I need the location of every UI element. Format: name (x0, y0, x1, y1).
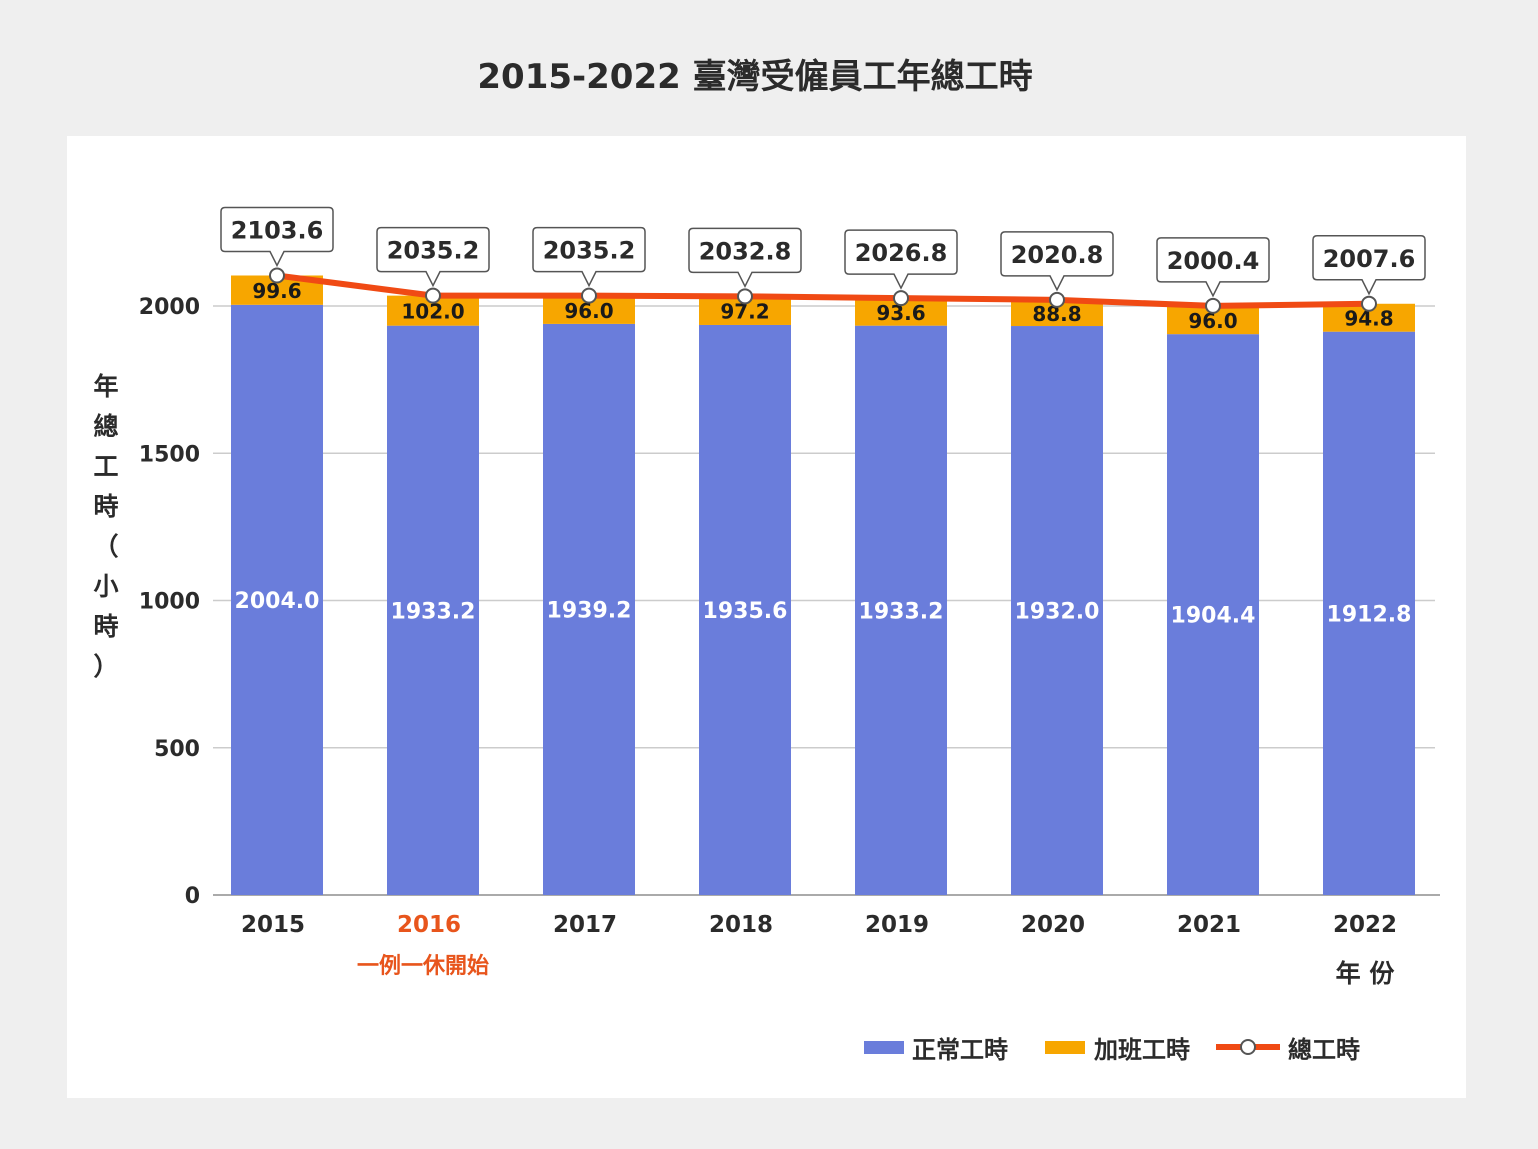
bar-regular-hours (1167, 334, 1259, 896)
total-hours-point (1205, 297, 1221, 314)
total-hours-point (893, 290, 909, 307)
total-hours-label: 2007.6 (1323, 245, 1416, 273)
annotation-label: 一例一休開始 (357, 953, 489, 979)
regular-hours-label: 1932.0 (1015, 600, 1100, 625)
total-hours-label: 2035.2 (543, 237, 636, 265)
regular-hours-label: 1939.2 (547, 598, 632, 623)
legend-swatch-regular (864, 1041, 904, 1054)
total-callout-box (1000, 231, 1114, 292)
total-hours-point (737, 288, 753, 305)
total-hours-point (425, 287, 441, 304)
x-tick-label: 2021 (1177, 912, 1241, 938)
x-tick-label: 2018 (709, 912, 773, 938)
y-axis-label-char: 小 (93, 572, 118, 601)
x-tick-label: 2016 (397, 912, 461, 938)
total-hours-label: 2026.8 (855, 239, 948, 267)
chart-title: 2015-2022 臺灣受僱員工年總工時 (477, 57, 1032, 97)
bar-regular-hours (231, 304, 323, 895)
x-tick-label: 2019 (865, 912, 929, 938)
regular-hours-label: 1904.4 (1171, 604, 1256, 629)
overtime-hours-label: 102.0 (401, 300, 464, 324)
regular-hours-label: 1933.2 (859, 599, 944, 624)
x-axis-label: 年 份 (1336, 959, 1395, 988)
regular-hours-label: 1912.8 (1327, 602, 1412, 627)
bar-regular-hours (699, 324, 791, 895)
legend-label-regular: 正常工時 (912, 1036, 1008, 1064)
total-callout-box (1156, 237, 1270, 298)
legend-label-total: 總工時 (1288, 1036, 1360, 1064)
total-hours-point (1049, 291, 1065, 308)
y-axis-label-char: 年 (93, 372, 118, 401)
y-axis-label-char: （ (93, 532, 118, 561)
bar-regular-hours (1323, 331, 1415, 895)
y-axis-label-char: 時 (93, 612, 118, 641)
y-tick-label: 1000 (139, 590, 200, 615)
total-callout-box (220, 206, 334, 268)
y-axis-label-char: 總 (93, 412, 118, 441)
y-axis-label-char: ） (93, 652, 118, 681)
regular-hours-label: 2004.0 (235, 589, 320, 614)
x-tick-label: 2017 (553, 912, 617, 938)
total-hours-point (1361, 295, 1377, 312)
y-axis-label-char: 時 (93, 492, 118, 521)
total-hours-label: 2032.8 (699, 237, 792, 265)
y-tick-label: 500 (154, 737, 200, 762)
bar-regular-hours (855, 325, 947, 895)
y-tick-label: 2000 (139, 295, 200, 320)
total-hours-point (269, 267, 285, 284)
y-tick-label: 0 (185, 884, 200, 909)
total-callout-box (688, 227, 802, 289)
total-callout-box (532, 226, 646, 288)
total-hours-label: 2000.4 (1167, 247, 1260, 275)
bar-regular-hours (1011, 326, 1103, 895)
x-tick-label: 2015 (241, 912, 305, 938)
y-axis-label-char: 工 (93, 452, 118, 481)
legend-label-overtime: 加班工時 (1094, 1036, 1190, 1064)
regular-hours-label: 1935.6 (703, 599, 788, 624)
bar-regular-hours (387, 325, 479, 895)
total-hours-label: 2103.6 (231, 216, 324, 244)
total-hours-label: 2035.2 (387, 237, 480, 265)
regular-hours-label: 1933.2 (391, 599, 476, 624)
total-callout-box (1312, 235, 1426, 296)
total-hours-point (581, 287, 597, 304)
total-hours-label: 2020.8 (1011, 241, 1104, 269)
x-tick-label: 2022 (1333, 912, 1397, 938)
y-tick-label: 1500 (139, 442, 200, 467)
x-tick-label: 2020 (1021, 912, 1085, 938)
total-hours-line (276, 272, 1370, 309)
bar-regular-hours (543, 323, 635, 895)
total-callout-box (844, 229, 958, 290)
total-callout-box (376, 226, 490, 288)
legend-swatch-overtime (1045, 1041, 1085, 1054)
legend-marker-total (1240, 1039, 1256, 1055)
